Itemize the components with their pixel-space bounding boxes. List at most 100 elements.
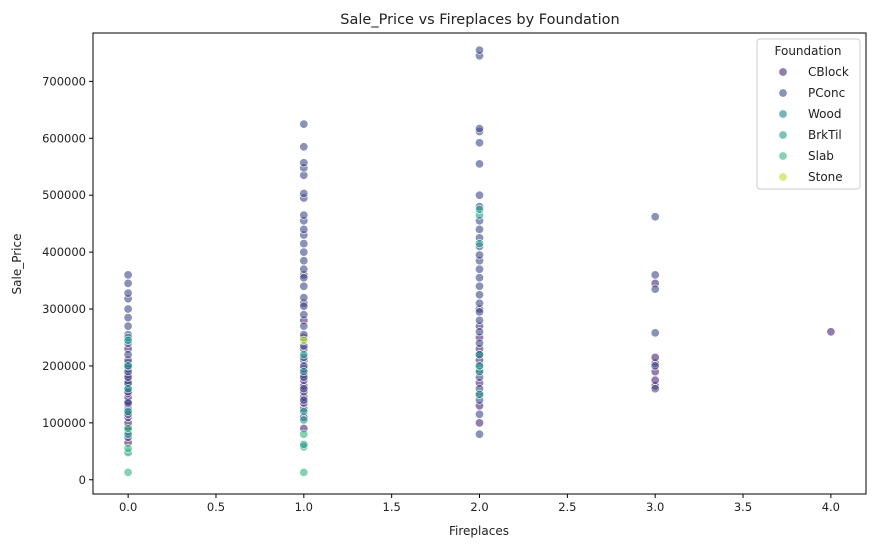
- x-tick-label: 0.0: [119, 500, 137, 514]
- data-point: [299, 415, 309, 425]
- data-point: [299, 273, 309, 283]
- x-tick-label: 2.5: [558, 500, 576, 514]
- data-point: [299, 335, 309, 345]
- legend-label: Wood: [808, 107, 841, 121]
- data-point: [474, 138, 484, 148]
- x-axis: 0.0 0.5 1.0 1.5 2.0 2.5 3.0 3.5 4.0: [119, 494, 840, 514]
- data-point: [650, 284, 660, 294]
- points-layer: [123, 45, 836, 477]
- data-point: [474, 298, 484, 308]
- data-point: [474, 190, 484, 200]
- x-axis-label: Fireplaces: [449, 524, 509, 538]
- x-tick-label: 1.5: [383, 500, 401, 514]
- legend-marker: [778, 130, 788, 140]
- data-point: [474, 429, 484, 439]
- y-tick-label: 300000: [42, 302, 86, 316]
- data-point: [299, 350, 309, 360]
- data-point: [299, 439, 309, 449]
- data-point: [474, 204, 484, 214]
- y-axis-label: Sale_Price: [10, 234, 24, 295]
- legend-entries: CBlock PConc Wood BrkTil Slab Stone: [778, 65, 849, 184]
- data-point: [474, 250, 484, 260]
- data-point: [123, 384, 133, 394]
- data-point: [123, 423, 133, 433]
- y-tick-label: 100000: [42, 416, 86, 430]
- legend-label: BrkTil: [808, 128, 842, 142]
- data-point: [474, 361, 484, 371]
- data-point: [826, 327, 836, 337]
- data-point: [474, 315, 484, 325]
- legend-marker: [778, 67, 788, 77]
- data-point: [123, 443, 133, 453]
- data-point: [474, 327, 484, 337]
- data-point: [474, 307, 484, 317]
- legend-label: PConc: [808, 86, 845, 100]
- data-point: [299, 281, 309, 291]
- data-point: [650, 384, 660, 394]
- data-point: [650, 361, 660, 371]
- data-point: [299, 310, 309, 320]
- data-point: [123, 361, 133, 371]
- data-point: [474, 389, 484, 399]
- x-tick-label: 3.5: [734, 500, 752, 514]
- data-point: [299, 467, 309, 477]
- x-tick-label: 3.0: [646, 500, 664, 514]
- y-tick-label: 400000: [42, 245, 86, 259]
- data-point: [474, 224, 484, 234]
- y-tick-label: 0: [79, 473, 86, 487]
- legend-title: Foundation: [775, 44, 842, 58]
- data-point: [650, 328, 660, 338]
- data-point: [123, 350, 133, 360]
- data-point: [299, 256, 309, 266]
- data-point: [474, 350, 484, 360]
- data-point: [123, 288, 133, 298]
- data-point: [299, 119, 309, 129]
- data-point: [474, 418, 484, 428]
- data-point: [474, 290, 484, 300]
- y-axis: 0 100000 200000 300000 400000 500000 600000 700…: [42, 74, 93, 487]
- data-point: [650, 270, 660, 280]
- y-tick-label: 600000: [42, 131, 86, 145]
- data-point: [299, 384, 309, 394]
- data-point: [474, 338, 484, 348]
- y-tick-label: 500000: [42, 188, 86, 202]
- data-point: [299, 247, 309, 257]
- legend-box: [756, 38, 861, 190]
- data-point: [299, 189, 309, 199]
- x-tick-label: 4.0: [822, 500, 840, 514]
- legend-label: Slab: [808, 149, 834, 163]
- data-point: [299, 158, 309, 168]
- legend-label: Stone: [808, 170, 843, 184]
- data-point: [299, 429, 309, 439]
- data-point: [474, 45, 484, 55]
- legend-marker: [778, 88, 788, 98]
- legend-label: CBlock: [808, 65, 849, 79]
- data-point: [123, 398, 133, 408]
- data-point: [474, 124, 484, 134]
- data-point: [299, 367, 309, 377]
- data-point: [299, 264, 309, 274]
- legend-marker: [778, 151, 788, 161]
- data-point: [123, 304, 133, 314]
- data-point: [123, 335, 133, 345]
- data-point: [299, 395, 309, 405]
- data-point: [123, 270, 133, 280]
- data-point: [123, 467, 133, 477]
- data-point: [299, 210, 309, 220]
- data-point: [299, 301, 309, 311]
- data-point: [123, 406, 133, 416]
- data-point: [123, 278, 133, 288]
- y-tick-label: 700000: [42, 74, 86, 88]
- data-point: [474, 239, 484, 249]
- data-point: [474, 159, 484, 169]
- data-point: [299, 142, 309, 152]
- x-tick-label: 2.0: [470, 500, 488, 514]
- data-point: [299, 224, 309, 234]
- x-tick-label: 0.5: [207, 500, 225, 514]
- data-point: [123, 313, 133, 323]
- data-point: [650, 375, 660, 385]
- data-point: [650, 352, 660, 362]
- legend-marker: [778, 109, 788, 119]
- data-point: [299, 321, 309, 331]
